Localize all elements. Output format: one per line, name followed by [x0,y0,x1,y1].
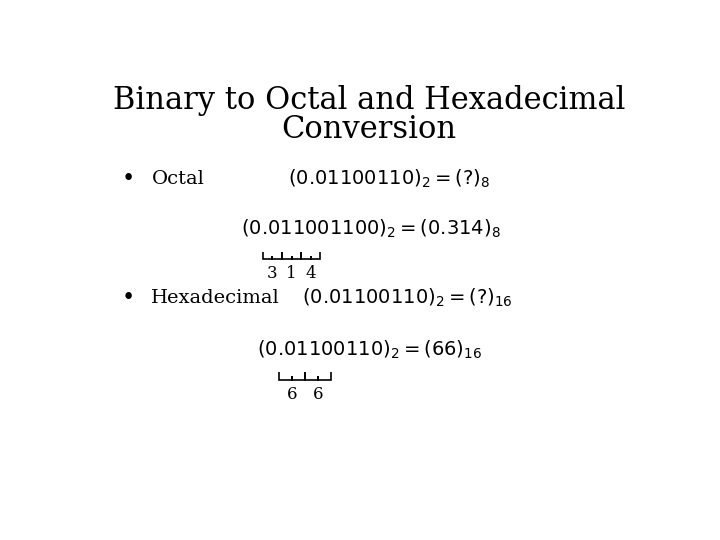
Text: Binary to Octal and Hexadecimal: Binary to Octal and Hexadecimal [113,85,625,116]
Text: $(0.011001100)_2 = (0.314)_8$: $(0.011001100)_2 = (0.314)_8$ [240,218,500,240]
Text: •: • [121,168,135,190]
Text: 3: 3 [267,266,278,282]
Text: $(0.01100110)_2 = (?)_8$: $(0.01100110)_2 = (?)_8$ [288,168,490,190]
Text: $(0.01100110)_2 = (66)_{16}$: $(0.01100110)_2 = (66)_{16}$ [258,339,482,361]
Text: 6: 6 [287,386,297,403]
Text: 6: 6 [312,386,323,403]
Text: Octal: Octal [151,170,204,188]
Text: $(0.01100110)_2 = (?)_{16}$: $(0.01100110)_2 = (?)_{16}$ [302,287,513,309]
Text: •: • [121,287,135,309]
Text: 1: 1 [287,266,297,282]
Text: Conversion: Conversion [282,114,456,145]
Text: Hexadecimal: Hexadecimal [151,289,280,307]
Text: 4: 4 [305,266,316,282]
